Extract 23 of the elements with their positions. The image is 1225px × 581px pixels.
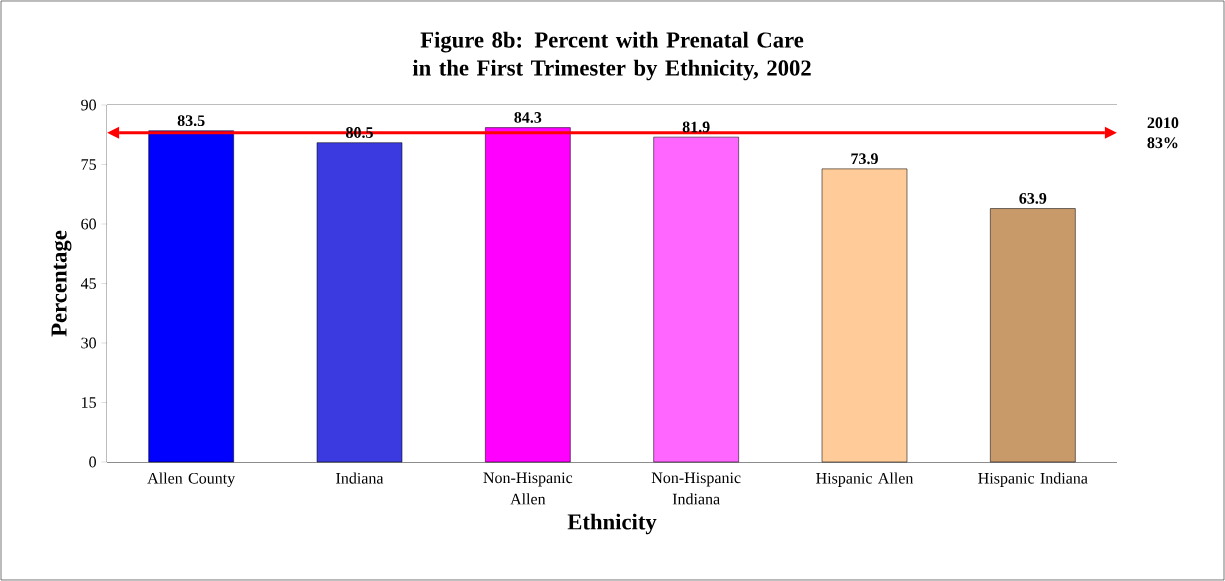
y-tick-label: 30 bbox=[81, 337, 96, 349]
ref-line-label: 2010 83% bbox=[1147, 117, 1179, 149]
data-label: 84.3 bbox=[514, 112, 542, 123]
chart-title: Figure 8b: Percent with Prenatal Care in the First Trimester by Ethnicity, 2002 bbox=[412, 31, 811, 81]
x-tick-label: Hispanic Allen bbox=[816, 472, 914, 487]
data-label: 73.9 bbox=[851, 153, 878, 165]
y-tick-label: 90 bbox=[81, 99, 96, 111]
data-label: 80.5 bbox=[346, 127, 373, 138]
y-tick-label: 75 bbox=[81, 159, 96, 170]
x-tick-label: Indiana bbox=[336, 472, 384, 484]
x-tick-label: Non-Hispanic Indiana bbox=[651, 472, 741, 505]
data-label: 83.5 bbox=[177, 115, 205, 127]
data-label: 63.9 bbox=[1019, 192, 1047, 204]
y-tick-label: 0 bbox=[89, 456, 96, 468]
y-tick-label: 15 bbox=[82, 397, 96, 408]
x-tick-label: Hispanic Indiana bbox=[978, 472, 1088, 487]
y-tick-label: 45 bbox=[80, 278, 96, 289]
y-tick-label: 60 bbox=[81, 218, 96, 230]
data-label: 81.9 bbox=[682, 121, 710, 133]
x-tick-label: Non-Hispanic Allen bbox=[483, 472, 573, 505]
y-axis-title: Percentage bbox=[51, 230, 72, 337]
x-tick-label: Allen County bbox=[147, 472, 236, 487]
x-axis-title: Ethnicity bbox=[567, 513, 657, 535]
